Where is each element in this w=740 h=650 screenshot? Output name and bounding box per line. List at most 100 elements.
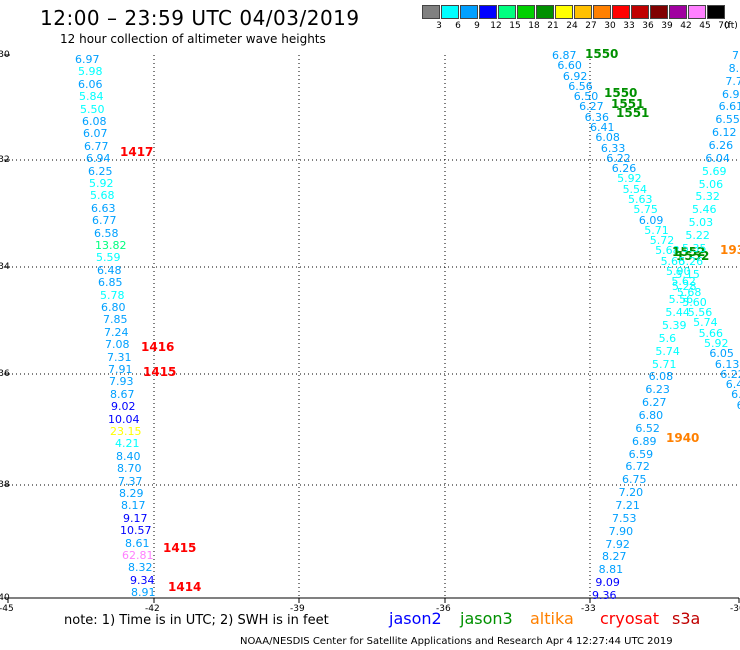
wave-height-value: 5.62 — [671, 275, 696, 289]
wave-height-value: 7.37 — [118, 474, 143, 488]
wave-height-value: 6.12 — [712, 126, 737, 140]
color-swatch-label: 9 — [474, 21, 480, 31]
color-swatch-label: 39 — [661, 21, 673, 31]
wave-height-value: 7.85 — [103, 313, 128, 327]
wave-height-value: 6.80 — [638, 409, 664, 422]
color-swatch-label: 12 — [490, 21, 502, 31]
color-swatch-label: 36 — [642, 21, 654, 31]
latitude-label: -30 — [0, 50, 10, 60]
wave-height-value: 5.56 — [687, 306, 713, 320]
wave-height-value: 5.56 — [668, 293, 694, 307]
color-swatch — [669, 5, 687, 19]
color-swatch-label: 27 — [585, 21, 597, 31]
wave-height-value: 6.59 — [628, 447, 654, 461]
wave-height-value: 6.08 — [82, 115, 107, 128]
satellite-jason2-label: jason2 — [389, 609, 442, 628]
wave-height-value: 5.68 — [655, 244, 680, 258]
color-swatch — [422, 5, 440, 19]
wave-height-value: 6.71 — [737, 400, 740, 411]
wave-height-value: 5.46 — [692, 203, 717, 217]
wave-height-value: 5.68 — [676, 285, 702, 299]
satellite-altika-label: altika — [530, 609, 574, 628]
wave-height-value: 9.02 — [111, 400, 136, 414]
wave-height-value: 6.56 — [568, 79, 593, 93]
wave-height-value: 6.05 — [709, 347, 734, 361]
wave-height-value: 5.74 — [693, 316, 718, 330]
wave-height-value: 6.08 — [648, 370, 674, 384]
wave-height-value: 6.58 — [94, 226, 119, 240]
wave-height-value: 6.33 — [600, 141, 626, 155]
wave-height-value: 6.42 — [725, 378, 740, 392]
color-swatch-label: 33 — [623, 21, 635, 31]
color-swatch-label: 42 — [680, 21, 692, 31]
wave-height-value: 5.75 — [633, 203, 658, 217]
wave-height-value: 5.44 — [665, 306, 690, 320]
wave-height-value: 62.81 — [122, 549, 154, 562]
wave-height-value: 6.58 — [731, 388, 740, 402]
wave-height-value: 6.22 — [720, 367, 740, 381]
wave-height-value: 5.39 — [662, 319, 687, 332]
color-swatch — [460, 5, 478, 19]
wave-height-value: 6.27 — [579, 100, 604, 114]
wave-height-value: 6.22 — [606, 151, 631, 165]
unit-label: (ft) — [724, 21, 738, 31]
wave-height-value: 6.13 — [714, 357, 740, 371]
wave-height-value: 6.08 — [595, 131, 620, 145]
satellite-jason3-label: jason3 — [460, 609, 513, 628]
latitude-label: -40 — [0, 593, 10, 603]
wave-height-value: 5.92 — [704, 337, 729, 350]
wave-height-value: 5.68 — [90, 189, 115, 203]
map-subtitle: 12 hour collection of altimeter wave hei… — [60, 32, 326, 46]
wave-height-value: 6.48 — [97, 263, 122, 277]
pass-time-label: 1550 — [585, 47, 619, 61]
wave-height-value: 7.90 — [608, 524, 634, 538]
wave-height-value: 5.32 — [695, 190, 720, 204]
color-swatch-label: 45 — [699, 21, 711, 31]
latitude-label: -32 — [0, 155, 10, 165]
color-swatch — [555, 5, 573, 19]
wave-height-value: 6.61 — [718, 100, 740, 114]
wave-height-value: 7.93 — [109, 375, 134, 389]
wave-height-value: 5.69 — [702, 164, 727, 178]
satellite-s3a-label: s3a — [672, 609, 701, 628]
wave-height-value: 6.72 — [625, 460, 650, 474]
wave-height-value: 6.89 — [632, 434, 657, 448]
wave-height-value: 6.94 — [86, 152, 111, 166]
wave-height-value: 6.04 — [705, 151, 730, 165]
wave-height-value: 6.77 — [84, 139, 109, 153]
pass-time-label: 1552 — [672, 245, 706, 259]
wave-height-value: 7.31 — [107, 350, 132, 364]
wave-height-value: 8.29 — [119, 487, 144, 500]
wave-height-value: 5.35 — [682, 241, 707, 255]
pass-time-label: 1416 — [141, 340, 175, 354]
color-swatch-label: 21 — [547, 21, 559, 31]
longitude-label: -45 — [0, 604, 14, 614]
wave-height-value: 10.57 — [120, 524, 152, 538]
wave-height-value: 6.26 — [708, 139, 734, 152]
wave-height-value: 6.85 — [98, 276, 123, 290]
wave-height-value: 5.54 — [622, 182, 648, 196]
pass-time-label: 1551 — [616, 106, 650, 120]
wave-height-value: 5.72 — [649, 234, 675, 248]
color-swatch-label: 3 — [436, 21, 442, 31]
wave-height-value: 8.81 — [598, 563, 624, 577]
map-title: 12:00 – 23:59 UTC 04/03/2019 — [40, 6, 360, 30]
wave-height-value: 5.66 — [698, 326, 724, 340]
color-swatch — [631, 5, 649, 19]
wave-height-value: 8.40 — [116, 449, 141, 463]
wave-height-value: 6.06 — [78, 77, 103, 91]
color-swatch — [479, 5, 497, 19]
lat-lon-grid — [4, 54, 740, 603]
wave-height-value: 6.55 — [715, 113, 740, 127]
wave-height-value: 8.27 — [602, 550, 627, 564]
color-swatch — [612, 5, 630, 19]
wave-height-value: 6.23 — [645, 383, 670, 397]
color-swatch-label: 30 — [604, 21, 616, 31]
wave-height-value: 7.7 — [725, 74, 740, 88]
pass-time-label: 193 — [720, 243, 740, 257]
wave-height-value: 6.63 — [91, 201, 116, 215]
wave-height-value: 6.80 — [101, 301, 126, 314]
wave-height-value: 5.66 — [660, 254, 686, 268]
pass-time-label: 1552 — [676, 249, 710, 263]
